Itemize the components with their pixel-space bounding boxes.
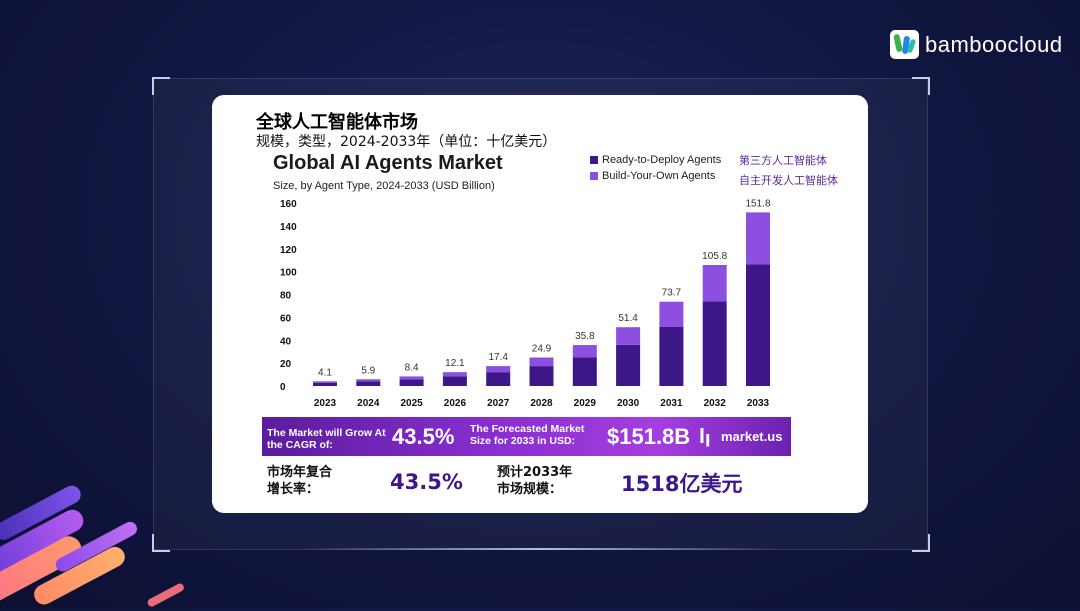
data-label: 73.7 xyxy=(662,288,682,299)
bar-segment-ready xyxy=(442,376,467,386)
frame-corner xyxy=(152,534,170,552)
banner-size-label: The Forecasted Market Size for 2033 in U… xyxy=(470,423,585,447)
bar-chart: 160 140 120 100 80 60 40 20 0 4.1 2023 5.9 2024 8.4 20… xyxy=(280,198,771,409)
bar-segment-ready xyxy=(572,357,597,386)
x-tick-label: 2027 xyxy=(487,398,510,409)
summary-cagr-value: 43.5% xyxy=(390,470,463,494)
card-title: 全球人工智能体市场 xyxy=(256,112,418,133)
y-tick-label: 140 xyxy=(280,222,297,233)
bar-segment-build xyxy=(746,212,770,265)
bar-segment-build xyxy=(659,301,684,327)
data-label: 151.8 xyxy=(745,198,770,209)
bar-segment-ready xyxy=(399,379,424,386)
data-label: 12.1 xyxy=(445,358,465,369)
bar-segment-ready xyxy=(529,366,554,386)
y-tick-label: 20 xyxy=(280,359,292,370)
x-tick-label: 2030 xyxy=(617,398,640,409)
bar-segment-build xyxy=(572,345,597,358)
bar-segment-build xyxy=(529,357,554,367)
bar-segment-ready xyxy=(659,326,684,386)
legend-cn-build: 自主开发人工智能体 xyxy=(739,174,838,187)
y-tick-label: 80 xyxy=(280,291,292,302)
x-tick-label: 2032 xyxy=(704,398,727,409)
summary-cagr-label-line2: 增长率： xyxy=(267,482,320,497)
bar-segment-build xyxy=(442,372,467,377)
bar-segment-ready xyxy=(313,382,337,386)
card-subtitle: 规模，类型，2024-2033年（单位：十亿美元） xyxy=(256,134,557,150)
data-label: 8.4 xyxy=(405,362,419,373)
decor-streak xyxy=(146,582,186,608)
y-tick-label: 120 xyxy=(280,245,297,256)
bar-segment-ready xyxy=(702,301,727,386)
bar-segment-build xyxy=(356,379,381,382)
legend-item-ready: Ready-to-Deploy Agents xyxy=(590,154,721,166)
data-label: 105.8 xyxy=(702,251,727,262)
y-tick-label: 40 xyxy=(280,336,292,347)
banner-logo: market.us xyxy=(721,429,783,444)
legend-swatch xyxy=(590,156,598,164)
bar-segment-ready xyxy=(616,344,641,386)
chart-title: Global AI Agents Market xyxy=(273,152,503,174)
frame-corner xyxy=(152,77,170,95)
data-label: 5.9 xyxy=(361,365,375,376)
bar-segment-ready xyxy=(746,264,770,386)
frame-corner xyxy=(912,77,930,95)
bar-segment-ready xyxy=(486,372,511,386)
chart-subtitle: Size, by Agent Type, 2024-2033 (USD Bill… xyxy=(273,180,495,192)
market-banner: The Market will Grow At the CAGR of: 43.… xyxy=(262,417,791,456)
brand: bamboocloud xyxy=(890,30,1063,59)
summary-cagr-label-line1: 市场年复合 xyxy=(267,465,333,480)
legend-item-build: Build-Your-Own Agents xyxy=(590,170,715,182)
x-tick-label: 2031 xyxy=(660,398,683,409)
banner-cagr-value: 43.5% xyxy=(392,424,455,449)
summary-size-label-line2: 市场规模： xyxy=(497,482,563,497)
summary-size-value: 1518亿美元 xyxy=(621,472,743,496)
legend-label: Ready-to-Deploy Agents xyxy=(602,154,722,166)
bar-segment-build xyxy=(616,327,641,345)
legend-cn-ready: 第三方人工智能体 xyxy=(739,154,827,167)
summary-size-label: 预计2033年 市场规模： xyxy=(497,464,572,498)
x-tick-label: 2033 xyxy=(747,398,770,409)
data-label: 35.8 xyxy=(575,331,595,342)
y-tick-label: 100 xyxy=(280,268,297,279)
brand-name: bamboocloud xyxy=(925,31,1063,57)
data-label: 51.4 xyxy=(618,313,638,324)
y-tick-label: 160 xyxy=(280,199,297,210)
y-tick-label: 60 xyxy=(280,313,292,324)
x-tick-label: 2024 xyxy=(357,398,380,409)
bar-segment-build xyxy=(399,376,424,380)
y-tick-label: 0 xyxy=(280,382,286,393)
bamboo-icon xyxy=(890,30,919,59)
data-label: 24.9 xyxy=(532,344,552,355)
legend-label: Build-Your-Own Agents xyxy=(602,170,716,182)
summary-size-label-line1: 预计2033年 xyxy=(497,465,573,480)
market-us-logo-icon: ꟾꞁ xyxy=(699,430,711,447)
banner-size-value: $151.8B xyxy=(607,424,691,449)
x-tick-label: 2023 xyxy=(314,398,337,409)
summary-cagr-label: 市场年复合 增长率： xyxy=(267,464,332,498)
glow-divider xyxy=(300,548,780,550)
bar-segment-build xyxy=(702,264,727,302)
x-tick-label: 2029 xyxy=(574,398,597,409)
banner-cagr-label: The Market will Grow At the CAGR of: xyxy=(267,427,386,451)
x-tick-label: 2028 xyxy=(530,398,553,409)
bar-segment-build xyxy=(313,381,337,383)
legend-swatch xyxy=(590,172,598,180)
x-tick-label: 2026 xyxy=(444,398,467,409)
data-label: 17.4 xyxy=(488,352,508,363)
bar-segment-ready xyxy=(356,381,381,386)
data-label: 4.1 xyxy=(318,367,332,378)
frame-corner xyxy=(912,534,930,552)
bar-segment-build xyxy=(486,366,511,373)
x-tick-label: 2025 xyxy=(400,398,423,409)
